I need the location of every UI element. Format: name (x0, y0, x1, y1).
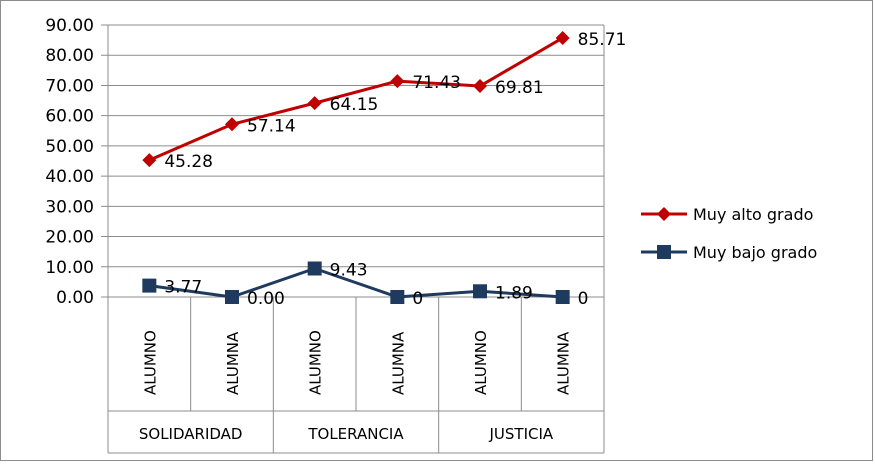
y-tick-label: 20.00 (45, 228, 94, 248)
data-label: 71.43 (412, 73, 461, 93)
data-point-diamond (225, 117, 239, 132)
data-point-square (307, 261, 322, 276)
data-label: 0 (412, 289, 423, 309)
legend-marker-square (657, 245, 671, 259)
category-label: ALUMNA (224, 331, 242, 395)
y-tick-label: 0.00 (56, 288, 94, 308)
data-point-square (390, 290, 405, 304)
data-label: 69.81 (495, 78, 544, 98)
data-label: 64.15 (330, 95, 379, 115)
data-point-square (142, 278, 157, 293)
data-label: 9.43 (330, 261, 368, 281)
y-tick-label: 40.00 (45, 167, 94, 187)
data-point-diamond (142, 153, 157, 168)
y-tick-label: 90.00 (45, 16, 94, 36)
legend-label: Muy alto grado (693, 205, 813, 224)
data-label: 1.89 (495, 283, 533, 303)
y-tick-label: 80.00 (45, 46, 94, 66)
data-point-diamond (390, 74, 405, 89)
data-label: 45.28 (164, 152, 213, 172)
data-point-diamond (473, 79, 487, 94)
category-label: ALUMNO (472, 330, 490, 395)
data-label: 85.71 (578, 30, 627, 50)
series-line (148, 36, 564, 162)
y-tick-label: 50.00 (45, 137, 94, 157)
series-lines (142, 30, 570, 304)
category-label: ALUMNA (555, 331, 573, 395)
x-axis-category-labels: ALUMNO ALUMNA ALUMNO ALUMNA ALUMNO ALUMNA SOLI… (139, 330, 573, 443)
group-label: TOLERANCIA (307, 425, 404, 443)
legend: Muy alto grado Muy bajo grado (641, 205, 817, 262)
y-tick-label: 30.00 (45, 197, 94, 217)
data-labels: 45.28 57.14 64.15 71.43 69.81 85.71 3.77 0.00 9.… (164, 30, 626, 309)
y-tick-label: 10.00 (45, 258, 94, 278)
data-label: 0.00 (247, 289, 285, 309)
legend-label: Muy bajo grado (693, 243, 817, 262)
y-axis-tick-labels: 0.00 10.00 20.00 30.00 40.00 50.00 60.00 70.00 8… (45, 16, 94, 308)
data-point-square (555, 290, 570, 304)
category-label: ALUMNA (389, 331, 407, 395)
category-label: ALUMNO (141, 330, 159, 395)
y-tick-label: 60.00 (45, 107, 94, 127)
data-point-square (473, 284, 487, 299)
data-point-diamond (307, 96, 322, 111)
data-label: 3.77 (164, 278, 202, 298)
data-label: 57.14 (247, 116, 296, 136)
group-label: JUSTICIA (488, 425, 553, 443)
data-point-square (225, 290, 239, 304)
category-label: ALUMNO (307, 330, 325, 395)
y-tick-label: 70.00 (45, 76, 94, 96)
series-line (149, 267, 563, 299)
data-point-diamond (555, 30, 570, 45)
data-label: 0 (578, 289, 589, 309)
legend-marker-diamond (657, 207, 671, 221)
group-label: SOLIDARIDAD (139, 425, 243, 443)
axes (107, 25, 605, 454)
